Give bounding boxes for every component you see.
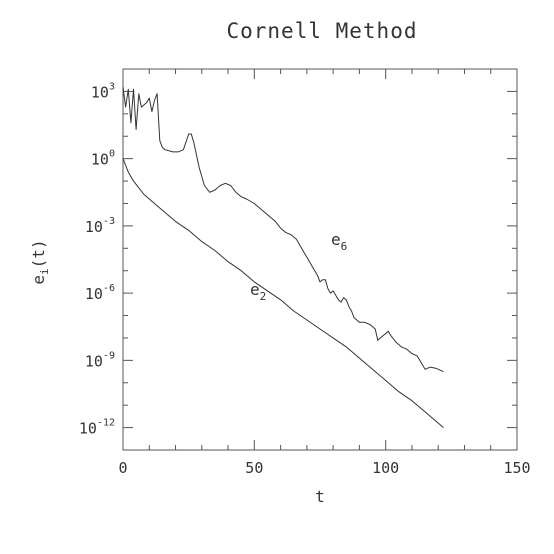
chart-title: Cornell Method	[226, 19, 417, 43]
y-axis-label-subscript: i	[38, 268, 51, 275]
x-tick-label: 50	[245, 459, 263, 477]
y-tick-labels: 103 100 10-3 10-6 10-9 10-12	[79, 81, 115, 437]
x-tick-labels: 0 50 100 150	[118, 459, 530, 477]
x-axis-label: t	[315, 487, 325, 506]
svg-text:ei(t): ei(t)	[29, 239, 51, 284]
x-tick-label: 100	[372, 459, 399, 477]
axis-ticks	[123, 69, 517, 450]
series-lines	[123, 87, 444, 428]
series-label-e2: e2	[250, 280, 266, 303]
y-tick-label: 103	[91, 81, 115, 101]
series-label-e6: e6	[331, 230, 347, 253]
y-tick-label: 100	[91, 149, 115, 169]
y-axis-label-base: e	[29, 275, 48, 285]
y-tick-label: 10-9	[85, 350, 115, 370]
y-axis-label: ei(t)	[29, 239, 51, 284]
y-axis-label-tail: (t)	[29, 239, 48, 268]
x-tick-label: 150	[503, 459, 530, 477]
y-tick-label: 10-6	[85, 283, 115, 303]
plot-frame	[123, 69, 517, 450]
series-line-e6	[123, 87, 444, 372]
y-tick-label: 10-12	[79, 418, 115, 438]
series-line-e2	[123, 159, 444, 428]
y-tick-label: 10-3	[85, 216, 115, 236]
x-tick-label: 0	[118, 459, 127, 477]
